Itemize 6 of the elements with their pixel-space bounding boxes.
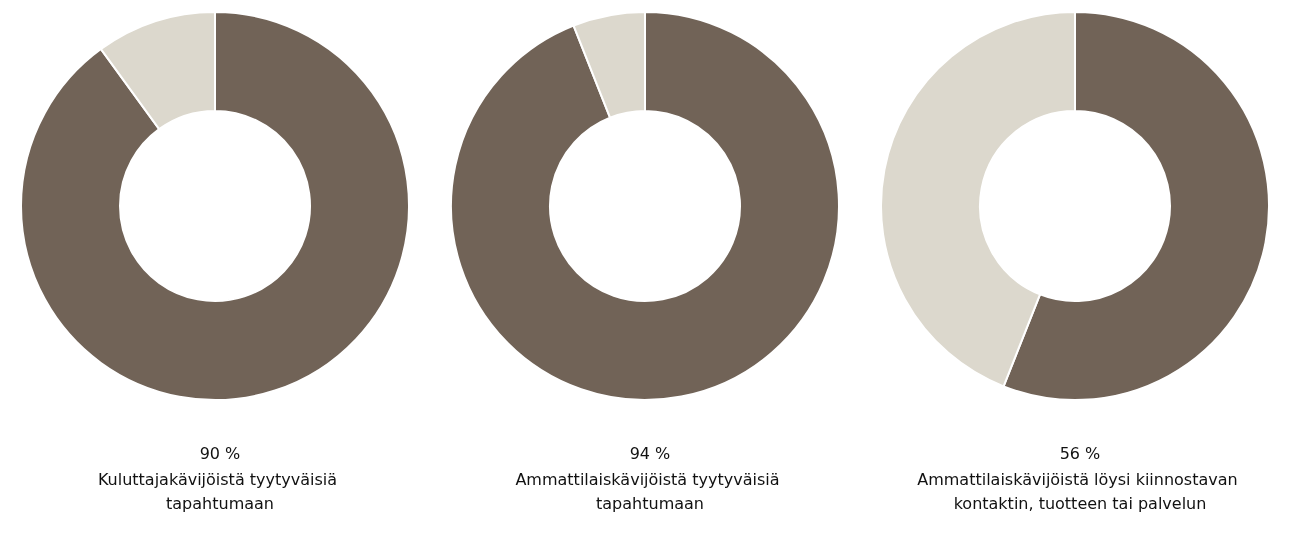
text: Ammattilaiskävijöistä löysi kiinnostavan kontaktin, tuotteen tai palvelun (917, 469, 1243, 513)
text: 56 % (1059, 443, 1101, 463)
text: Kuluttajakävijöistä tyytyväisiä tapahtumaan (97, 469, 343, 513)
text: 90 % (199, 443, 241, 463)
text: Ammattilaiskävijöistä tyytyväisiä tapahtumaan (515, 469, 785, 513)
text: 94 % (629, 443, 671, 463)
